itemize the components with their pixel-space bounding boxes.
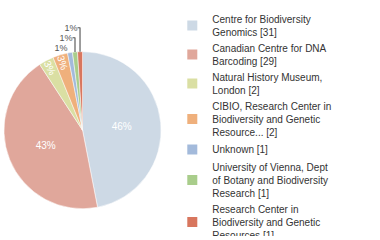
svg-text:1%: 1% [59,33,72,43]
svg-text:43%: 43% [36,140,56,151]
svg-text:1%: 1% [54,43,67,53]
svg-text:Natural History Museum,London: Natural History Museum,London [2] [212,72,322,96]
svg-text:1%: 1% [65,23,78,33]
svg-text:46%: 46% [112,121,132,132]
svg-text:Unknown [1]: Unknown [1] [212,144,268,155]
svg-text:Canadian Centre for DNABarcodi: Canadian Centre for DNABarcoding [29] [212,43,326,67]
svg-text:Centre for BiodiversityGenomic: Centre for BiodiversityGenomics [31] [212,14,310,38]
svg-text:CIBIO, Research Center inBiodi: CIBIO, Research Center inBiodiversity an… [212,101,331,138]
svg-text:3%: 3% [42,59,58,77]
svg-text:Research Center inBiodiversity: Research Center inBiodiversity and Genet… [212,204,320,236]
svg-text:University of Vienna, Deptof B: University of Vienna, Deptof Botany and … [212,162,328,199]
svg-text:3%: 3% [55,54,70,71]
